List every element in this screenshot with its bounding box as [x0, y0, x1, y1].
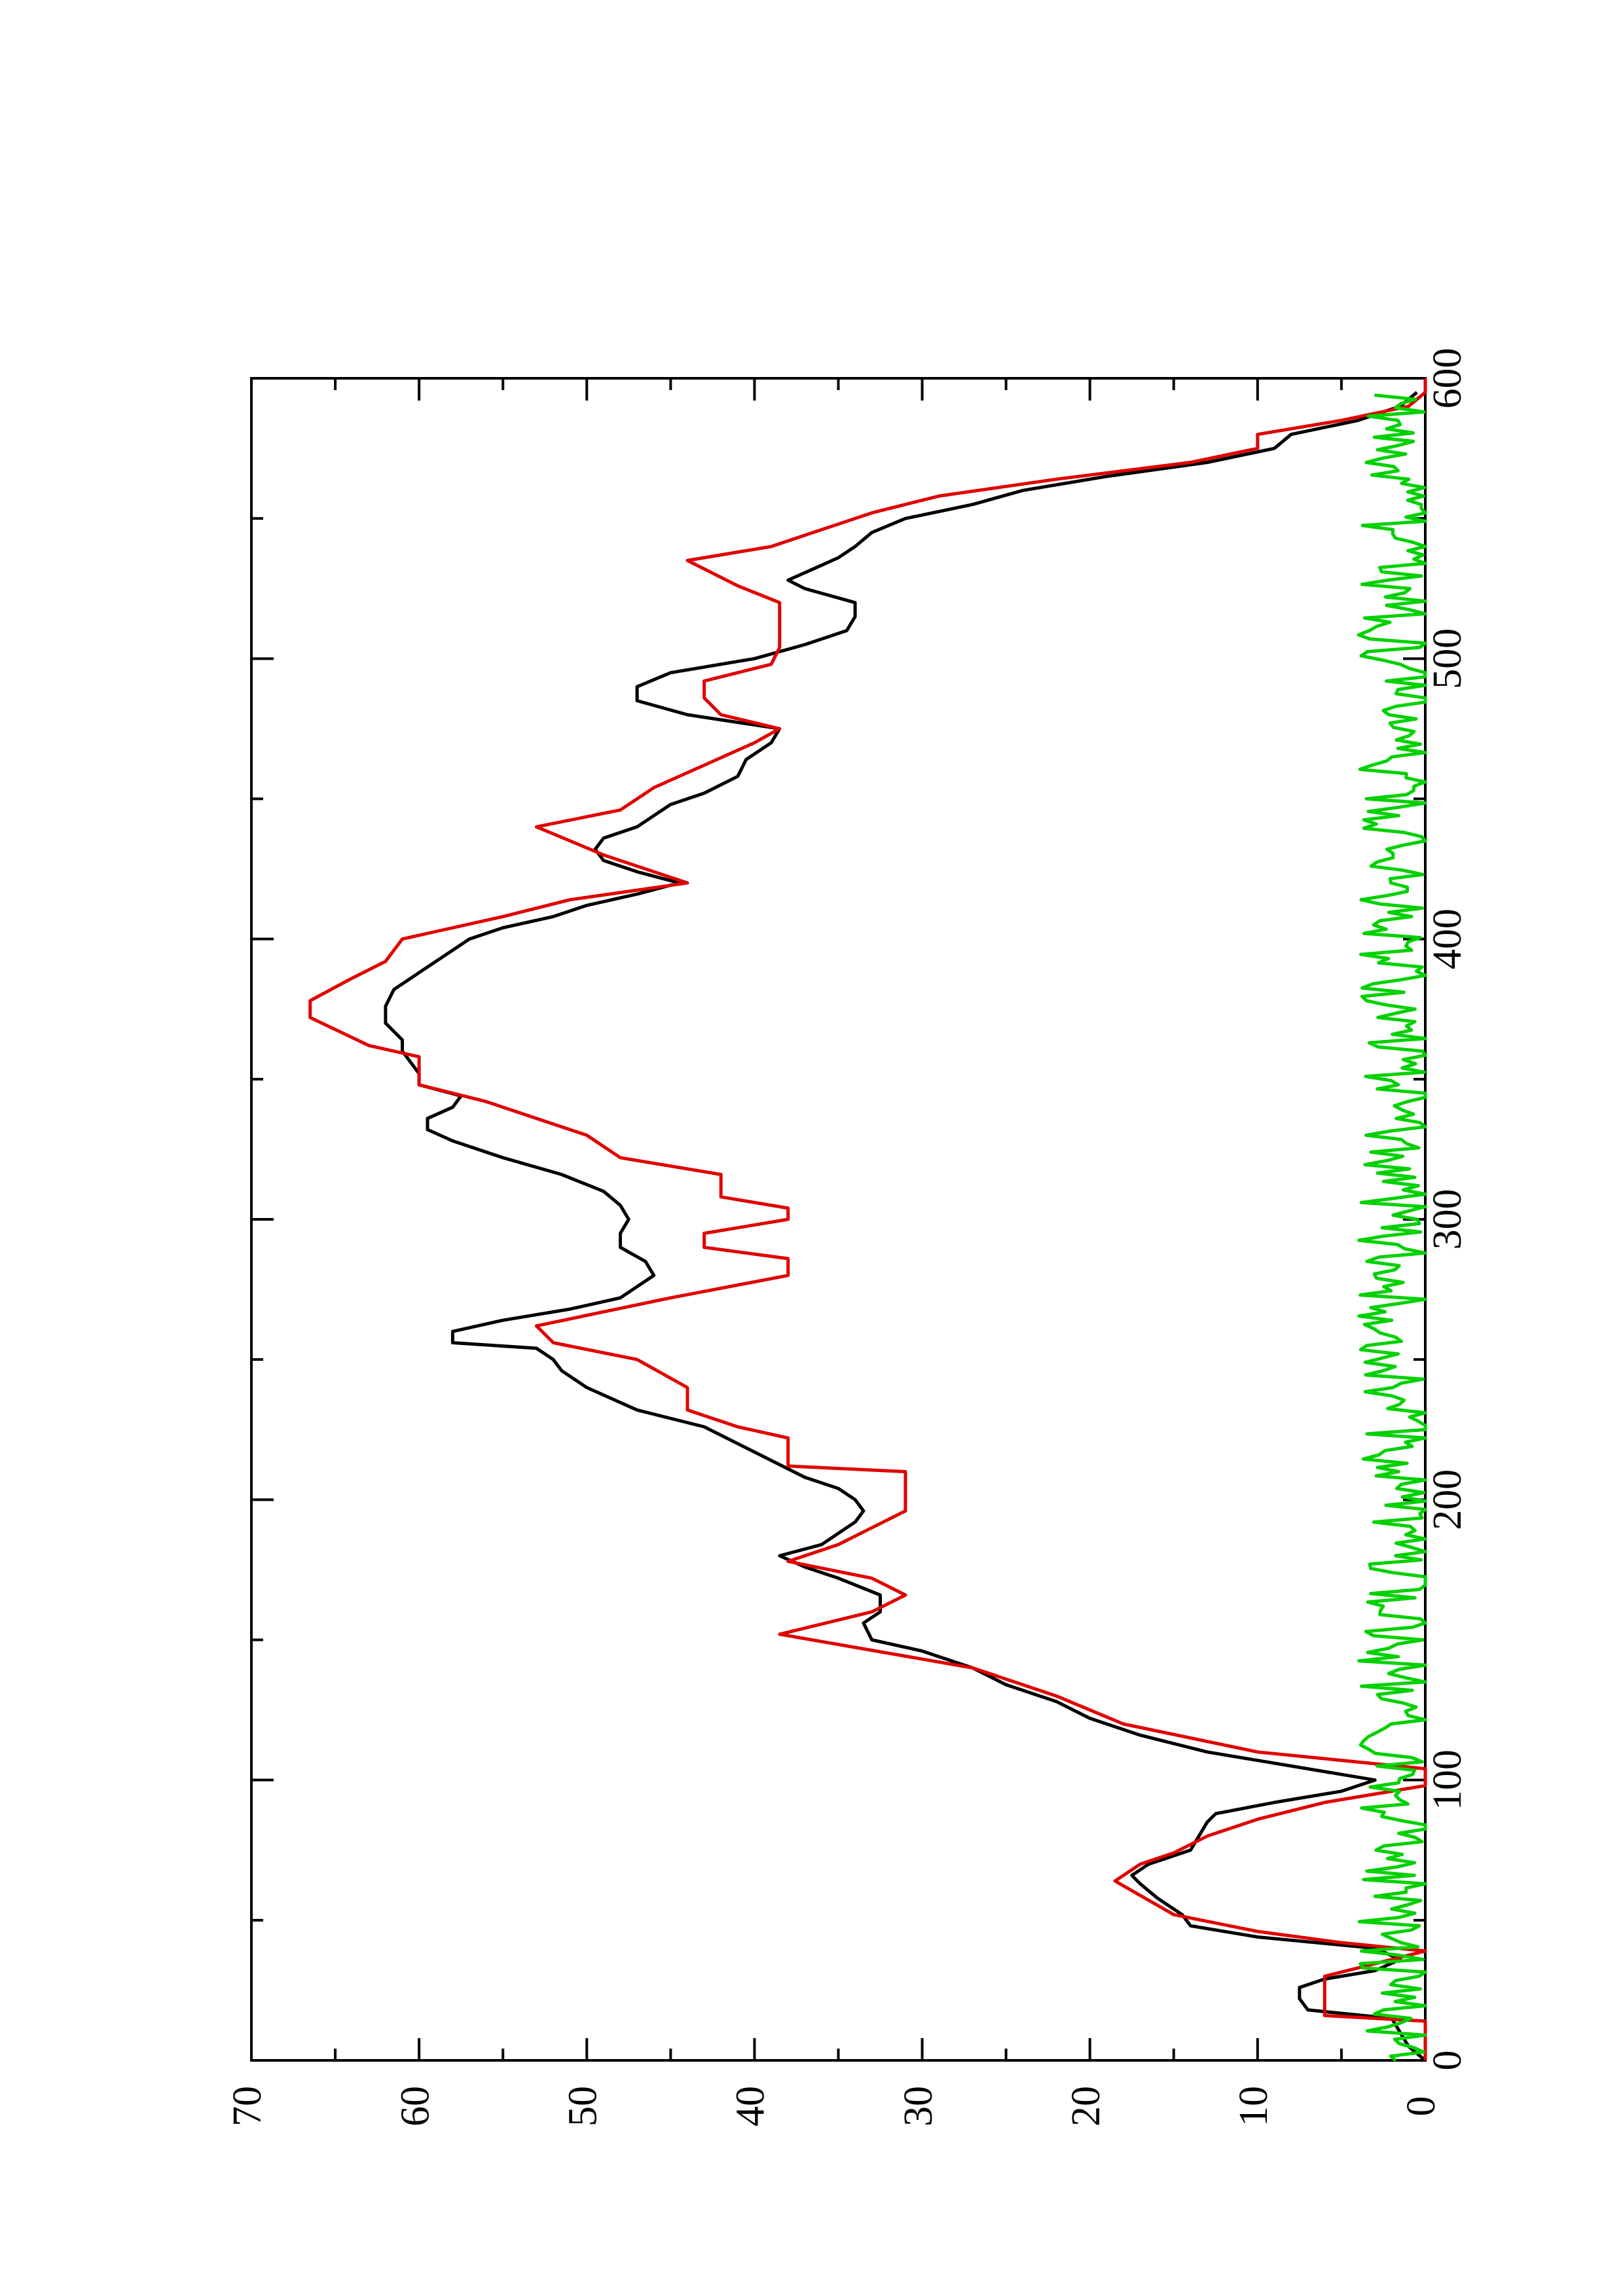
x-tick-label: 200: [1425, 1469, 1470, 1530]
y-tick-label: 10: [1231, 2086, 1276, 2126]
x-tick-label: 400: [1425, 908, 1470, 969]
y-tick-label: 60: [393, 2086, 437, 2126]
y-tick-label: 50: [561, 2086, 606, 2126]
y-tick-label: 0: [1399, 2096, 1444, 2117]
y-tick-label: 20: [1064, 2086, 1108, 2126]
series-line-3: [1357, 393, 1427, 2062]
y-tick-label: 40: [729, 2086, 773, 2126]
x-tick-label: 100: [1425, 1749, 1470, 1810]
series-lines: [308, 378, 1427, 2062]
x-tick-label: 600: [1425, 348, 1470, 409]
x-tick-label: 500: [1425, 628, 1470, 689]
x-tick-label: 300: [1425, 1189, 1470, 1250]
x-tick-label: 0: [1425, 2051, 1470, 2071]
y-tick-label: 30: [896, 2086, 941, 2126]
series-line-2: [308, 378, 1427, 2060]
tick-labels: 0 100 200 300 400 500 600 0 10 20 30 40 50 60 70: [225, 348, 1470, 2127]
series-line-1: [384, 391, 1427, 2062]
y-tick-label: 70: [225, 2086, 270, 2126]
